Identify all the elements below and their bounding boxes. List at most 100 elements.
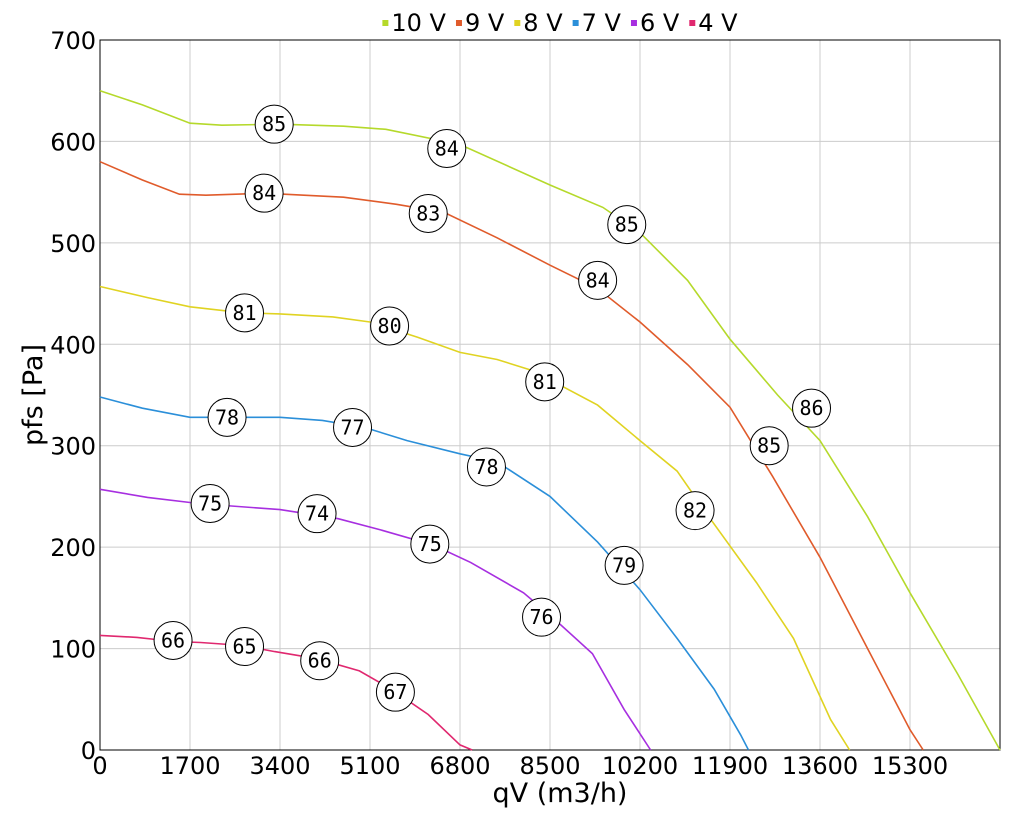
- efficiency-marker: 75: [190, 484, 230, 524]
- marker-circle: [427, 129, 467, 169]
- efficiency-marker: 66: [300, 641, 340, 681]
- y-axis-title: pfs [Pa]: [18, 344, 49, 446]
- legend-swatch: [514, 20, 521, 26]
- efficiency-marker: 83: [408, 193, 448, 233]
- efficiency-marker: 66: [153, 620, 193, 660]
- marker-label: 66: [308, 649, 332, 673]
- plot-area-border: [99, 39, 1001, 751]
- marker-circle: [254, 104, 294, 144]
- efficiency-marker: 85: [749, 426, 789, 466]
- efficiency-marker: 85: [607, 205, 647, 245]
- y-tick-label: 500: [50, 230, 96, 258]
- x-tick-label: 6800: [429, 752, 490, 780]
- marker-label: 78: [474, 455, 498, 479]
- legend-item: 9 V: [455, 9, 505, 37]
- marker-label: 84: [586, 268, 610, 292]
- efficiency-marker: 78: [466, 447, 506, 487]
- marker-label: 77: [340, 415, 364, 439]
- marker-circle: [604, 545, 644, 585]
- efficiency-marker: 75: [410, 524, 450, 564]
- marker-label: 82: [683, 499, 707, 523]
- marker-circle: [297, 494, 337, 534]
- marker-circle: [522, 597, 562, 637]
- efficiency-marker: 80: [370, 306, 410, 346]
- marker-circle: [190, 484, 230, 524]
- marker-circle: [333, 407, 373, 447]
- marker-label: 75: [198, 492, 222, 516]
- legend-swatch: [572, 20, 579, 26]
- marker-label: 81: [232, 301, 256, 325]
- efficiency-marker: 84: [427, 129, 467, 169]
- marker-label: 65: [232, 635, 256, 659]
- series-line-9v: [99, 160, 924, 751]
- x-tick-label: 13600: [782, 752, 858, 780]
- legend-label: 7 V: [582, 9, 622, 37]
- y-axis-ticks: 0 100 200 300 400 500 600 700: [50, 27, 96, 765]
- efficiency-marker: 78: [207, 397, 247, 437]
- efficiency-marker: 76: [522, 597, 562, 637]
- legend-label: 8 V: [523, 9, 563, 37]
- marker-label: 85: [262, 112, 286, 136]
- y-tick-label: 700: [50, 27, 96, 55]
- marker-circle: [300, 641, 340, 681]
- marker-circle: [578, 260, 618, 300]
- marker-circle: [153, 620, 193, 660]
- marker-label: 86: [799, 396, 823, 420]
- marker-label: 83: [416, 201, 440, 225]
- x-tick-label: 10200: [602, 752, 678, 780]
- marker-label: 84: [435, 137, 459, 161]
- legend-swatch: [689, 20, 696, 26]
- marker-circle: [370, 306, 410, 346]
- efficiency-marker: 65: [225, 627, 265, 667]
- legend-item: 6 V: [630, 9, 680, 37]
- marker-circle: [207, 397, 247, 437]
- legend-label: 4 V: [698, 9, 738, 37]
- efficiency-marker: 86: [792, 388, 832, 428]
- legend-item: 7 V: [572, 9, 622, 37]
- efficiency-marker: 67: [375, 672, 415, 712]
- series-line-6v: [99, 488, 652, 751]
- x-tick-label: 15300: [872, 752, 948, 780]
- legend-swatch: [382, 20, 389, 26]
- x-axis-title: qV (m3/h): [493, 778, 628, 809]
- marker-label: 80: [378, 314, 402, 338]
- efficiency-marker: 82: [675, 491, 715, 531]
- marker-label: 66: [161, 628, 185, 652]
- efficiency-markers: 85 84 85 86 84 83 84 85 81 80 81 82 78 77 78 79 75 74 75 76…: [153, 104, 832, 712]
- x-tick-label: 5100: [339, 752, 400, 780]
- series-line-4v: [99, 634, 473, 751]
- marker-label: 78: [215, 405, 239, 429]
- efficiency-marker: 81: [225, 293, 265, 333]
- x-tick-label: 8500: [519, 752, 580, 780]
- marker-circle: [607, 205, 647, 245]
- marker-label: 75: [418, 532, 442, 556]
- marker-circle: [244, 173, 284, 213]
- efficiency-marker: 85: [254, 104, 294, 144]
- x-tick-label: 11900: [692, 752, 768, 780]
- y-tick-label: 600: [50, 128, 96, 156]
- legend-item: 4 V: [689, 9, 738, 37]
- efficiency-marker: 77: [333, 407, 373, 447]
- legend-item: 8 V: [514, 9, 563, 37]
- efficiency-marker: 84: [244, 173, 284, 213]
- x-tick-label: 3400: [249, 752, 310, 780]
- marker-label: 74: [305, 502, 329, 526]
- legend: 10 V 9 V 8 V 7 V 6 V 4 V: [382, 9, 738, 37]
- y-tick-label: 0: [81, 737, 96, 765]
- series-line-10v: [99, 89, 1001, 751]
- legend-label: 10 V: [391, 9, 446, 37]
- efficiency-marker: 84: [578, 260, 618, 300]
- marker-circle: [466, 447, 506, 487]
- marker-label: 84: [252, 181, 276, 205]
- y-tick-label: 100: [50, 636, 96, 664]
- marker-label: 85: [757, 434, 781, 458]
- marker-circle: [225, 293, 265, 333]
- marker-label: 67: [383, 680, 407, 704]
- marker-circle: [525, 362, 565, 402]
- legend-swatch: [630, 20, 637, 26]
- x-tick-label: 1700: [159, 752, 220, 780]
- marker-label: 79: [612, 553, 636, 577]
- x-tick-label: 0: [92, 752, 107, 780]
- marker-circle: [675, 491, 715, 531]
